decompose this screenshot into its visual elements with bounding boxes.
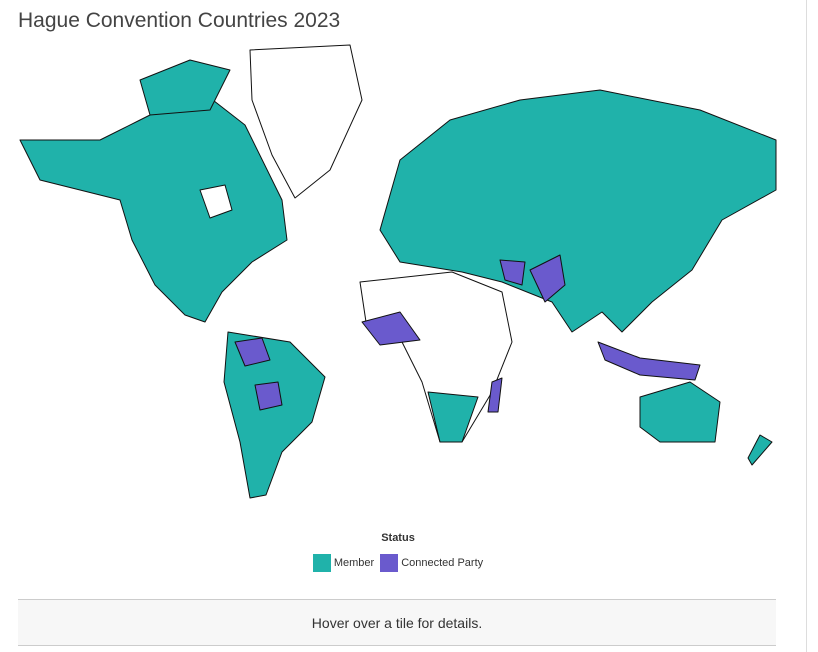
iran[interactable] [499,259,526,286]
eurasia[interactable] [379,89,777,333]
indonesia[interactable] [597,341,701,381]
legend-label: Member [333,557,375,569]
legend-label: Connected Party [401,557,484,569]
pakistan[interactable] [529,254,566,303]
details-text: Hover over a tile for details. [311,614,483,631]
hudson-bay [199,184,233,219]
border [806,0,807,652]
madagascar[interactable] [487,377,503,413]
legend-item[interactable]: Member [312,554,375,572]
legend: Member Connected Party [0,554,796,572]
legend-item[interactable]: Connected Party [380,554,483,572]
legend-swatch [312,554,331,572]
west-africa[interactable] [361,311,421,346]
bolivia[interactable] [254,381,283,411]
north-america[interactable] [19,89,288,323]
southern-africa[interactable] [427,391,479,443]
greenland [249,44,363,199]
new-zealand[interactable] [747,434,773,466]
venezuela[interactable] [234,337,271,367]
title: Hague Convention Countries 2023 [18,9,341,32]
world-map [19,44,777,499]
australia[interactable] [639,381,721,443]
arctic-islands[interactable] [139,59,231,116]
legend-title: Status [381,532,415,544]
legend-swatch [380,554,399,572]
south-america[interactable] [223,331,326,499]
details-panel: Hover over a tile for details. [18,599,776,646]
